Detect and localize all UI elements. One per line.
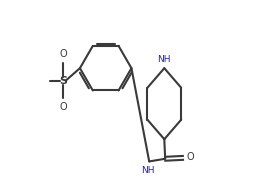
Text: S: S xyxy=(45,80,46,81)
Text: O: O xyxy=(59,49,67,59)
Text: S: S xyxy=(59,76,67,86)
Text: S: S xyxy=(44,79,45,80)
Text: O: O xyxy=(59,102,67,112)
Text: NH: NH xyxy=(157,55,171,64)
Text: O: O xyxy=(186,152,194,162)
Text: NH: NH xyxy=(141,166,155,175)
